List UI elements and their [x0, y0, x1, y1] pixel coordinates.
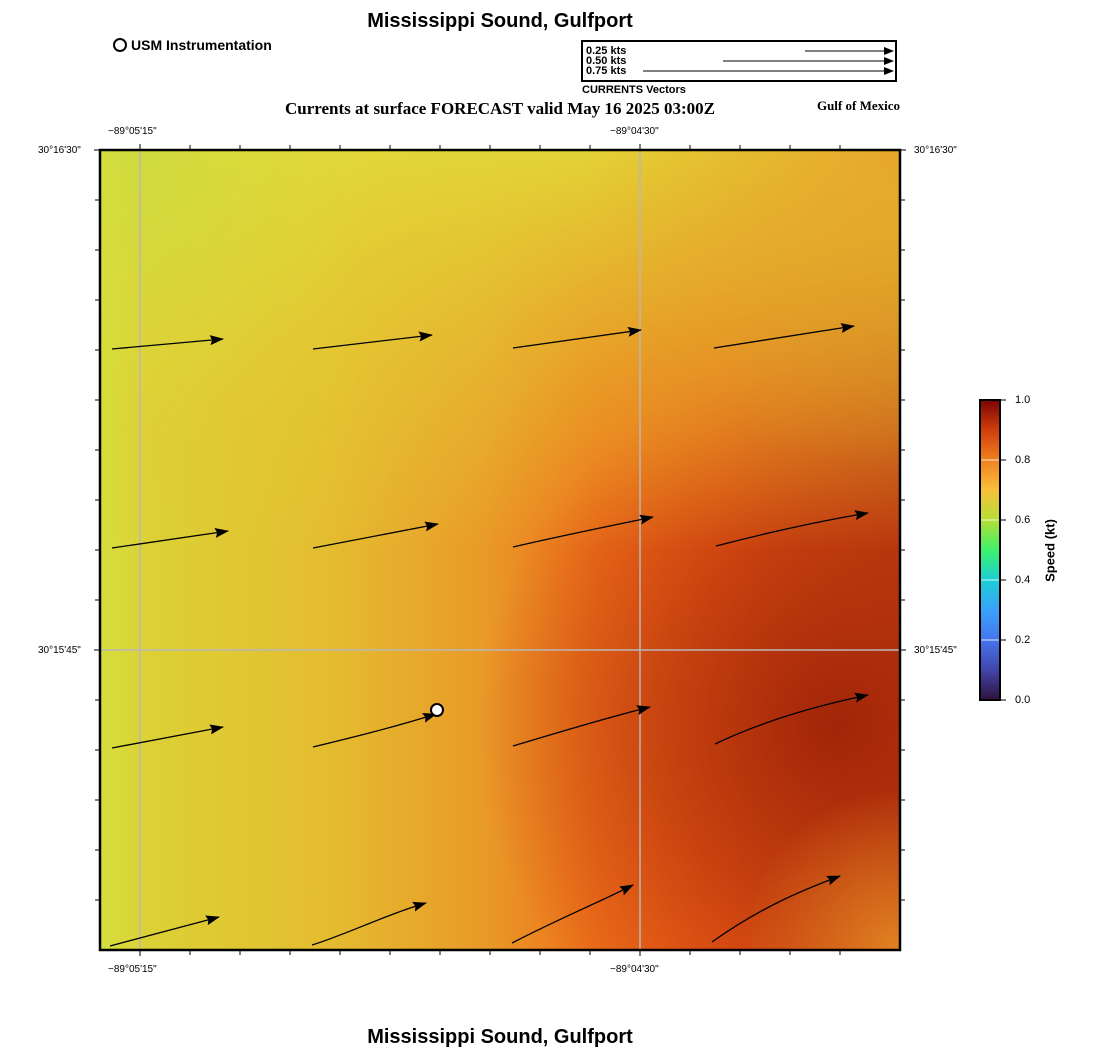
map-title: Mississippi Sound, Gulfport: [367, 10, 633, 32]
frame-ticks: [94, 144, 906, 956]
colorbar-tick-4: 0.4: [1015, 574, 1031, 586]
current-vector-r3c1: [111, 724, 224, 749]
current-vector-r1c1: [111, 335, 224, 350]
current-vector-r2c2: [312, 521, 439, 549]
current-vector-r3c3: [512, 705, 651, 747]
vector-legend-entry-1: 0.25 kts: [586, 45, 627, 57]
bottom-lon-label-1: −89°05'15": [108, 964, 157, 975]
station-legend-label: USM Instrumentation: [131, 37, 272, 53]
right-lat-label-2: 30°15'45": [914, 645, 957, 656]
usm-station-marker: [430, 703, 444, 717]
colorbar-tick-3: 0.6: [1015, 514, 1031, 526]
current-vector-r4c2: [311, 901, 427, 946]
colorbar-tick-2: 0.8: [1015, 454, 1031, 466]
region-label: Gulf of Mexico: [816, 98, 900, 113]
current-vector-r2c3: [512, 514, 654, 548]
current-vector-r1c3: [512, 326, 642, 349]
left-ticks: [94, 149, 100, 901]
speed-colorbar: [979, 399, 1006, 701]
vector-legend-entry-2: 0.50 kts: [586, 55, 627, 67]
vector-legend: 0.25 kts 0.50 kts 0.75 kts: [581, 40, 897, 82]
current-vector-r1c4: [713, 323, 855, 349]
colorbar-tick-1: 1.0: [1015, 394, 1031, 406]
bottom-lon-label-2: −89°04'30": [610, 964, 659, 975]
current-vector-r4c1: [109, 915, 220, 947]
vector-legend-arrows: [643, 47, 894, 75]
current-vector-r2c1: [111, 527, 229, 549]
colorbar-ramp: [979, 399, 1001, 701]
bottom-ticks: [139, 950, 841, 956]
right-ticks: [900, 149, 906, 901]
vector-legend-caption: CURRENTS Vectors: [582, 84, 686, 96]
current-vector-r1c2: [312, 331, 433, 350]
current-vectors: [109, 323, 869, 947]
colorbar-title: Speed (kt): [1042, 519, 1058, 582]
left-lat-label-1: 30°16'30": [38, 145, 81, 156]
vector-legend-entry-3: 0.75 kts: [586, 65, 627, 77]
map-footer-title: Mississippi Sound, Gulfport: [367, 1026, 633, 1048]
current-vector-r3c4: [714, 692, 869, 745]
top-lon-label-1: −89°05'15": [108, 126, 157, 137]
current-vector-r2c4: [715, 510, 869, 547]
current-vector-r4c4: [711, 875, 841, 943]
graticule: [100, 150, 900, 950]
left-lat-label-2: 30°15'45": [38, 645, 81, 656]
station-circle-icon: [113, 38, 127, 52]
colorbar-tick-5: 0.2: [1015, 634, 1031, 646]
current-vector-r3c2: [312, 713, 437, 748]
forecast-subtitle: Currents at surface FORECAST valid May 1…: [284, 99, 716, 118]
colorbar-tick-6: 0.0: [1015, 694, 1031, 706]
top-ticks: [139, 144, 841, 150]
current-vector-r4c3: [511, 884, 634, 944]
top-lon-label-2: −89°04'30": [610, 126, 659, 137]
right-lat-label-1: 30°16'30": [914, 145, 957, 156]
station-legend: USM Instrumentation: [113, 37, 272, 53]
speed-field: [100, 150, 900, 950]
